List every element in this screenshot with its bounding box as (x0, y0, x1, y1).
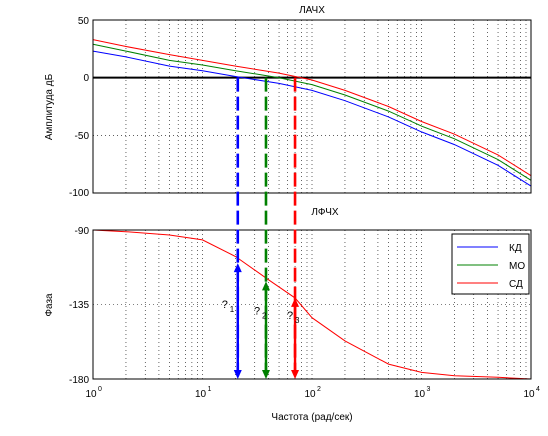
xtick-label: 10 (414, 389, 426, 400)
bottom-title: ЛФЧХ (311, 207, 338, 218)
bottom-axes-frame (92, 229, 532, 380)
xtick-exponent: 4 (536, 386, 540, 393)
xtick-exponent: 1 (208, 386, 212, 393)
legend: КД МО СД (451, 233, 530, 295)
xtick-label: 10 (195, 389, 207, 400)
bottom-xlabel: Частота (рад/сек) (271, 412, 352, 423)
phase-margin-sub-kd: 1 (230, 305, 235, 314)
bottom-ytick-neg135: -135 (69, 300, 89, 311)
bottom-ytick-neg90: -90 (75, 226, 90, 237)
phase-margin-label-kd: ? (222, 299, 228, 311)
xtick-exponent: 0 (98, 386, 102, 393)
top-grid (93, 20, 531, 193)
xtick-label: 10 (85, 389, 97, 400)
phase-arrowhead-down-kd (233, 370, 242, 379)
top-ylabel: Амплитуда дБ (44, 73, 55, 140)
xtick-label: 10 (304, 389, 316, 400)
bottom-ytick-neg180: -180 (69, 375, 89, 386)
top-ytick-neg50: -50 (75, 131, 90, 142)
xtick-exponent: 2 (317, 386, 321, 393)
phase-margin-label-sd: ? (287, 310, 293, 322)
magnitude-line-kd (92, 50, 532, 187)
phase-arrowhead-up-sd (291, 297, 300, 307)
bottom-ylabel: Фаза (44, 293, 55, 317)
bottom-xtick-labels: 10 0 10 1 10 2 10 3 10 4 (85, 386, 540, 400)
top-ytick-neg100: -100 (69, 188, 89, 199)
top-ytick-50: 50 (78, 16, 90, 27)
top-title: ЛАЧХ (299, 5, 325, 16)
phase-arrowhead-down-mo (261, 370, 270, 379)
magnitude-line-sd (92, 39, 532, 177)
phase-margin-sub-mo: 2 (262, 311, 267, 320)
xtick-label: 10 (523, 389, 535, 400)
phase-arrowhead-down-sd (291, 370, 300, 379)
phase-arrowhead-up-mo (261, 281, 270, 291)
phase-arrowhead-up-kd (233, 263, 242, 273)
crossover-markers: ? 1? 2? 3 (222, 77, 300, 379)
top-axes-frame (92, 19, 532, 194)
xtick-exponent: 3 (427, 386, 431, 393)
legend-label-kd: КД (509, 243, 522, 254)
top-ytick-0: 0 (83, 73, 89, 84)
legend-label-mo: МО (509, 261, 525, 272)
magnitude-line-mo (92, 43, 532, 181)
legend-box (451, 233, 530, 295)
legend-label-sd: СД (509, 279, 523, 290)
phase-margin-sub-sd: 3 (295, 316, 300, 325)
top-series (92, 39, 532, 187)
phase-line-sd (92, 229, 532, 380)
bottom-series (92, 229, 532, 380)
phase-margin-label-mo: ? (254, 305, 260, 317)
